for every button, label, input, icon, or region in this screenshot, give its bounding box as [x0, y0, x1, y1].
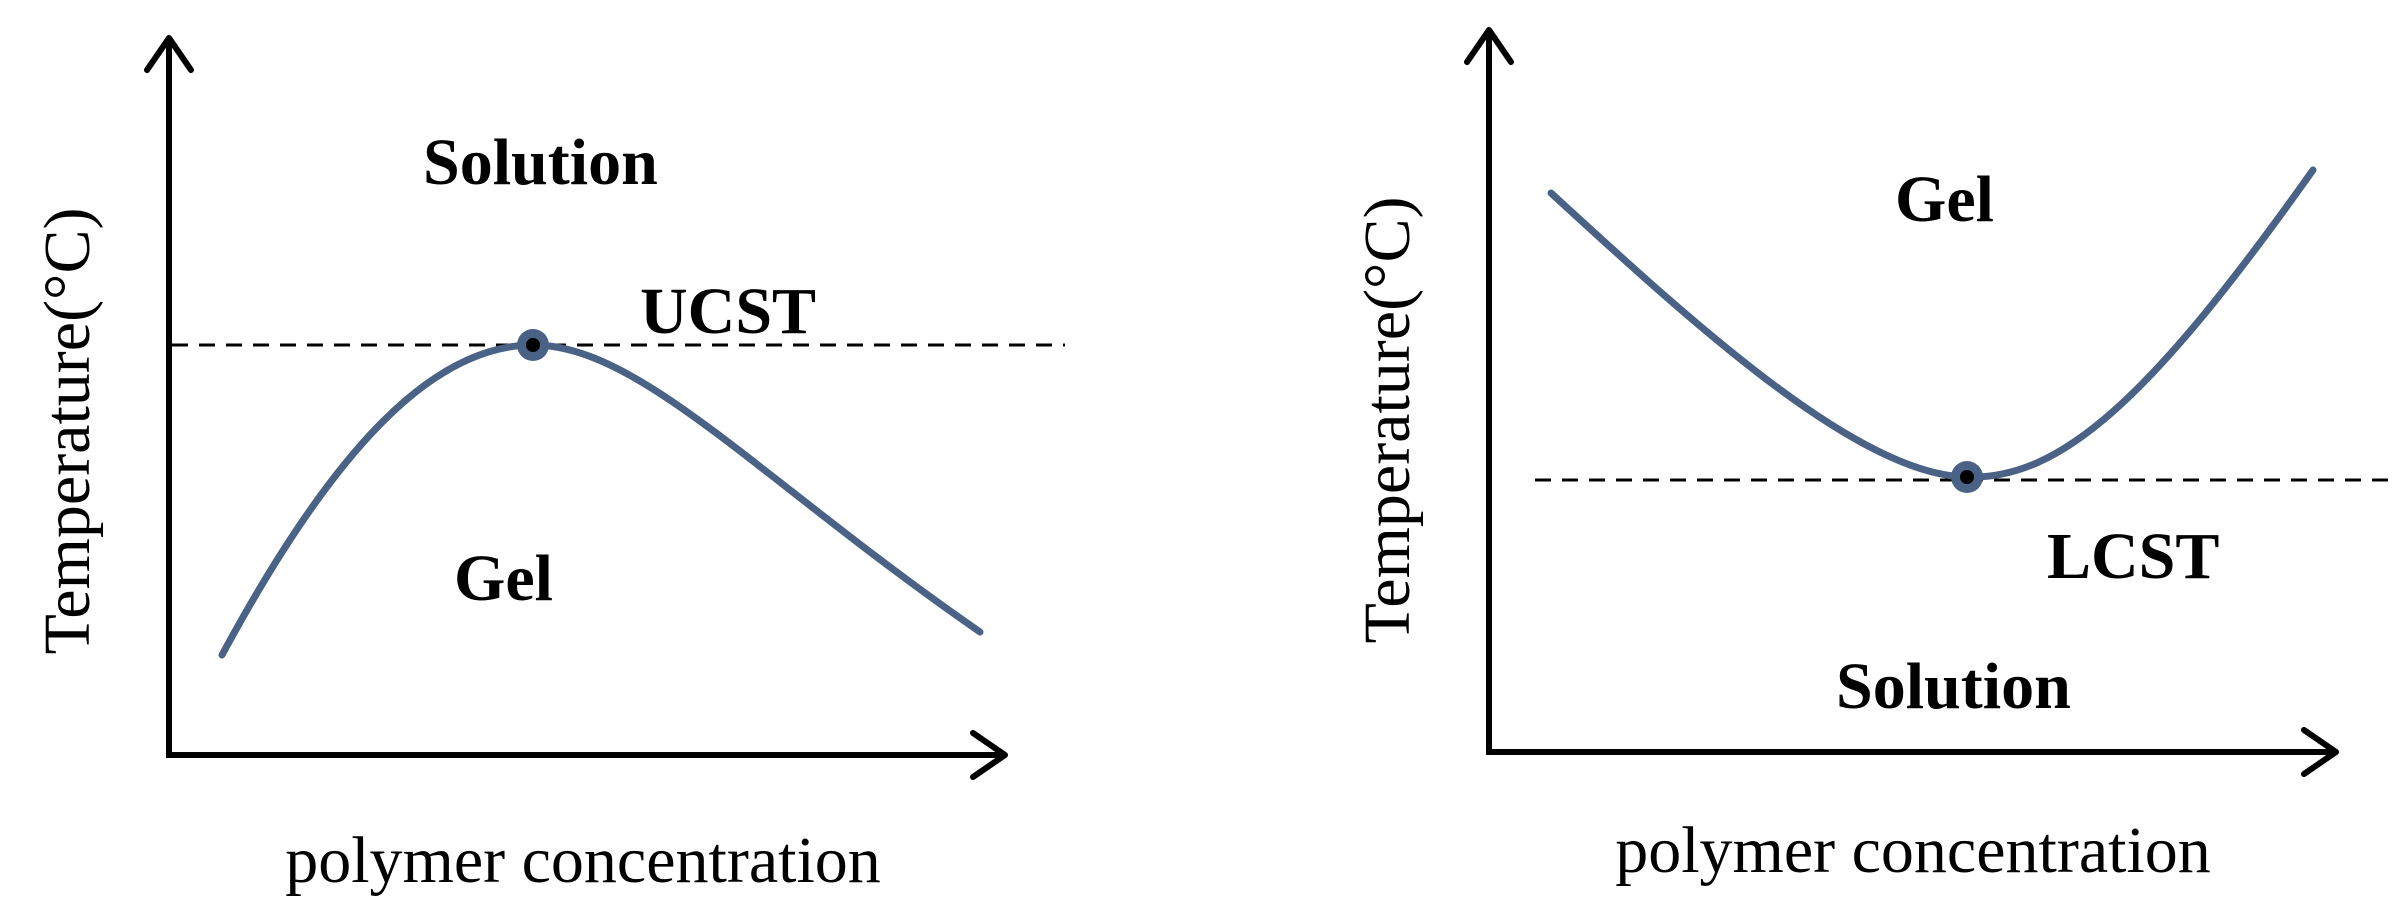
ucst-panel: Solution UCST Gel Temperature(°C) polyme… — [31, 35, 1065, 897]
lcst-lower-region-label: Solution — [1836, 650, 2071, 723]
lcst-y-axis-arrow-icon — [1464, 27, 1514, 65]
lcst-panel: Gel LCST Solution Temperature(°C) polyme… — [1351, 27, 2395, 887]
lcst-x-axis-label: polymer concentration — [1615, 814, 2211, 887]
ucst-x-axis-label: polymer concentration — [285, 824, 881, 897]
ucst-critical-point-center — [526, 338, 540, 352]
ucst-upper-region-label: Solution — [423, 126, 658, 199]
lcst-threshold-label: LCST — [2047, 520, 2219, 593]
ucst-y-axis-arrow-icon — [144, 35, 194, 73]
ucst-x-axis-arrow-icon — [970, 730, 1008, 780]
lcst-upper-region-label: Gel — [1895, 163, 1994, 236]
lcst-x-axis-arrow-icon — [2301, 727, 2339, 777]
ucst-threshold-label: UCST — [640, 275, 816, 348]
lcst-y-axis-label: Temperature(°C) — [1351, 197, 1424, 644]
ucst-y-axis-label: Temperature(°C) — [31, 208, 104, 655]
ucst-phase-boundary-curve — [218, 341, 984, 659]
ucst-lower-region-label: Gel — [454, 542, 553, 615]
lcst-critical-point-center — [1960, 470, 1974, 484]
